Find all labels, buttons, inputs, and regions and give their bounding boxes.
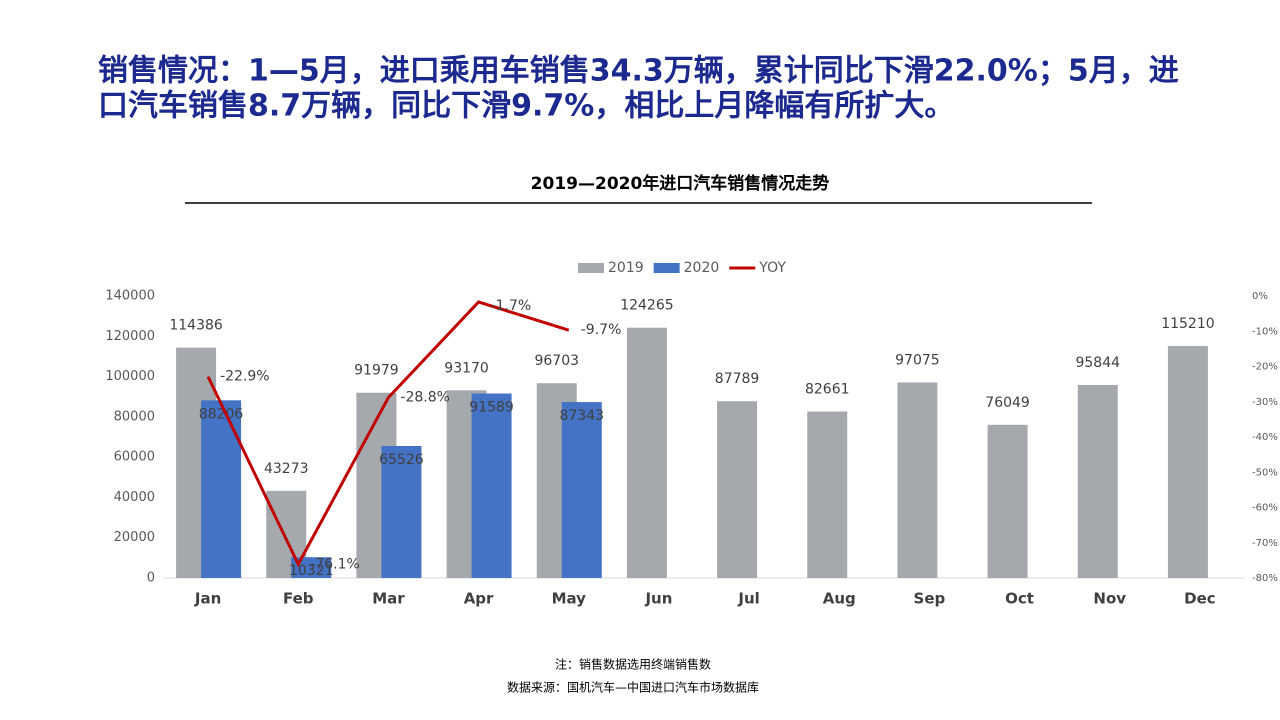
x-tick-label: Oct: [1005, 590, 1034, 608]
data-label: 115210: [1161, 316, 1214, 332]
y-tick-label: 120000: [105, 329, 155, 344]
y2-tick-label: -80%: [1252, 573, 1278, 584]
bar: [807, 411, 848, 578]
data-label: 65526: [379, 452, 424, 468]
bar: [1167, 345, 1208, 578]
y-tick-label: 60000: [114, 450, 155, 465]
data-label: 76049: [985, 395, 1030, 411]
bar: [626, 327, 667, 578]
data-label: 96703: [534, 353, 579, 369]
data-label: 43273: [264, 461, 309, 477]
bar: [471, 393, 512, 578]
data-label: 91979: [354, 363, 399, 379]
y-tick-label: 80000: [114, 409, 155, 424]
data-label: 93170: [444, 360, 489, 376]
data-label: -76.1%: [310, 556, 360, 572]
y2-tick-label: 0%: [1252, 291, 1268, 302]
x-tick-label: Sep: [914, 590, 946, 608]
x-tick-label: Mar: [372, 590, 405, 608]
x-tick-label: Nov: [1093, 590, 1126, 608]
data-label: 88206: [199, 406, 244, 422]
data-label: 91589: [469, 400, 514, 416]
x-tick-label: Jul: [737, 590, 759, 608]
data-label: -28.8%: [400, 390, 450, 406]
legend-swatch: [653, 263, 680, 273]
x-tick-label: May: [552, 590, 587, 608]
yoy-line: [206, 300, 570, 568]
x-tick-label: Jun: [644, 590, 672, 608]
data-label: 124265: [620, 298, 673, 314]
data-label: 87343: [559, 408, 604, 424]
y-tick-label: 140000: [105, 289, 155, 304]
y-tick-label: 100000: [105, 369, 155, 384]
y-tick-label: 20000: [114, 530, 155, 545]
bar: [381, 446, 422, 578]
y-tick-label: 40000: [114, 490, 155, 505]
bar: [897, 382, 938, 578]
y-tick-label: 0: [147, 571, 155, 586]
data-label: 95844: [1075, 355, 1120, 371]
data-label: 97075: [895, 352, 940, 368]
data-label: 87789: [715, 371, 760, 387]
data-label: -1.7%: [491, 298, 532, 314]
x-tick-label: Aug: [823, 590, 856, 608]
bar: [201, 400, 242, 578]
y2-tick-label: -70%: [1252, 538, 1278, 549]
legend-swatch: [578, 263, 604, 273]
data-label: -9.7%: [581, 322, 622, 338]
x-tick-label: Dec: [1184, 590, 1216, 608]
note: 数据来源：国机汽车—中国进口汽车市场数据库: [507, 680, 759, 695]
y2-tick-label: -50%: [1252, 467, 1278, 478]
legend-label: YOY: [758, 260, 786, 276]
chart-title: 2019—2020年进口汽车销售情况走势: [531, 173, 830, 194]
y2-tick-label: -40%: [1252, 432, 1278, 443]
legend-label: 2019: [608, 260, 644, 276]
bar: [561, 402, 602, 578]
x-tick-label: Jan: [194, 590, 221, 608]
data-label: -22.9%: [220, 369, 270, 385]
y2-tick-label: -10%: [1252, 326, 1278, 337]
y2-tick-label: -20%: [1252, 362, 1278, 373]
data-label: 10321: [289, 563, 334, 579]
data-label: 82661: [805, 381, 850, 397]
y2-tick-label: -60%: [1252, 503, 1278, 514]
bar: [717, 401, 758, 578]
y2-tick-label: -30%: [1252, 397, 1278, 408]
heading-line: 口汽车销售8.7万辆，同比下滑9.7%，相比上月降幅有所扩大。: [98, 89, 954, 124]
note: 注：销售数据选用终端销售数: [555, 657, 711, 672]
heading-line: 销售情况：1—5月，进口乘用车销售34.3万辆，累计同比下滑22.0%；5月，进: [98, 54, 1179, 89]
data-label: 114386: [169, 318, 223, 334]
bar: [291, 557, 332, 578]
x-tick-label: Feb: [283, 590, 314, 608]
bar: [987, 424, 1028, 578]
x-tick-label: Apr: [464, 590, 494, 608]
bar: [1077, 384, 1118, 578]
legend-label: 2020: [684, 260, 720, 276]
